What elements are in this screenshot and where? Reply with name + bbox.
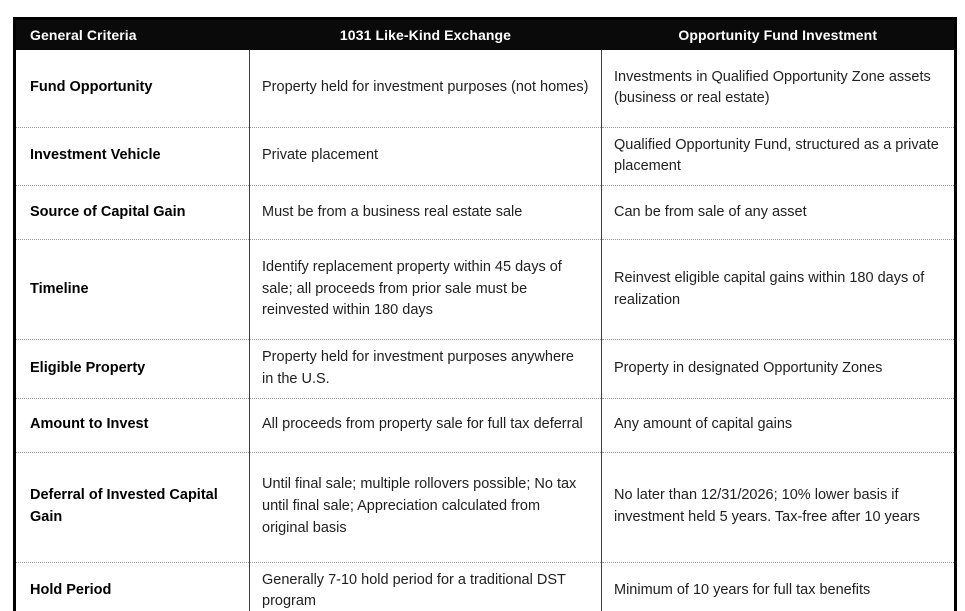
opportunity-fund-cell: Can be from sale of any asset [601,185,956,240]
header-opportunity-fund-investment: Opportunity Fund Investment [601,18,956,50]
table-row: Investment Vehicle Private placement Qua… [14,126,956,186]
opportunity-fund-cell: Investments in Qualified Opportunity Zon… [601,50,956,127]
criteria-cell: Investment Vehicle [14,126,250,186]
criteria-cell: Hold Period [14,561,250,611]
like-kind-exchange-cell: Identify replacement property within 45 … [249,239,602,340]
opportunity-fund-cell: Minimum of 10 years for full tax benefit… [601,561,956,611]
criteria-cell: Amount to Invest [14,397,250,452]
table-row: Eligible Property Property held for inve… [14,339,956,398]
like-kind-exchange-cell: Must be from a business real estate sale [249,185,602,240]
table-header-row: General Criteria 1031 Like-Kind Exchange… [14,18,956,50]
header-1031-like-kind-exchange: 1031 Like-Kind Exchange [249,18,602,50]
criteria-cell: Fund Opportunity [14,50,250,127]
opportunity-fund-cell: Reinvest eligible capital gains within 1… [601,239,956,340]
comparison-table: General Criteria 1031 Like-Kind Exchange… [13,17,957,611]
criteria-cell: Deferral of Invested Capital Gain [14,451,250,562]
table-row: Hold Period Generally 7-10 hold period f… [14,561,956,611]
criteria-cell: Timeline [14,239,250,340]
table-header: General Criteria 1031 Like-Kind Exchange… [14,18,956,50]
table-row: Timeline Identify replacement property w… [14,239,956,340]
table-body: Fund Opportunity Property held for inves… [14,50,956,611]
criteria-cell: Source of Capital Gain [14,185,250,240]
table-row: Fund Opportunity Property held for inves… [14,50,956,127]
table-row: Deferral of Invested Capital Gain Until … [14,451,956,562]
like-kind-exchange-cell: Private placement [249,126,602,186]
opportunity-fund-cell: Any amount of capital gains [601,397,956,452]
like-kind-exchange-cell: All proceeds from property sale for full… [249,397,602,452]
like-kind-exchange-cell: Property held for investment purposes an… [249,339,602,398]
opportunity-fund-cell: Property in designated Opportunity Zones [601,339,956,398]
like-kind-exchange-cell: Property held for investment purposes (n… [249,50,602,127]
criteria-cell: Eligible Property [14,339,250,398]
table-row: Source of Capital Gain Must be from a bu… [14,185,956,240]
opportunity-fund-cell: No later than 12/31/2026; 10% lower basi… [601,451,956,562]
header-general-criteria: General Criteria [14,18,250,50]
opportunity-fund-cell: Qualified Opportunity Fund, structured a… [601,126,956,186]
like-kind-exchange-cell: Until final sale; multiple rollovers pos… [249,451,602,562]
like-kind-exchange-cell: Generally 7-10 hold period for a traditi… [249,561,602,611]
table-row: Amount to Invest All proceeds from prope… [14,397,956,452]
